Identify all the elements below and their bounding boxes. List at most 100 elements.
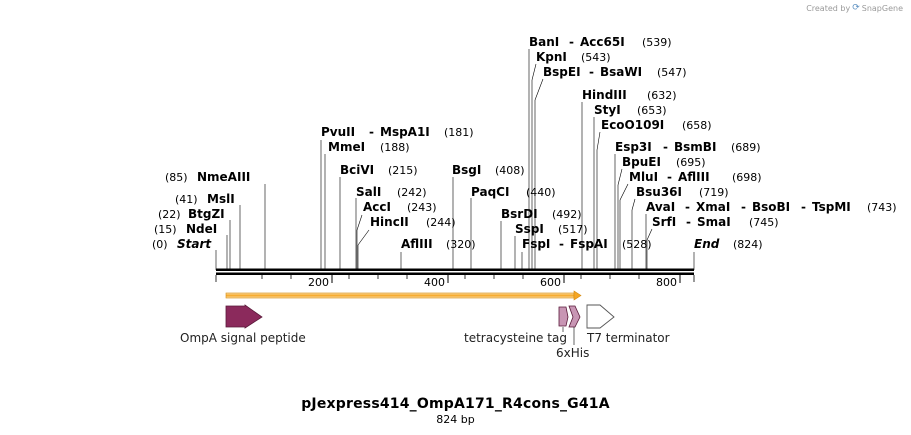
site-ndei[interactable]: NdeI [186, 222, 217, 236]
site-pvuii[interactable]: PvuII [321, 125, 355, 139]
tick-label-400: 400 [424, 276, 445, 289]
snapgene-credit: Created by ⟳ SnapGene [806, 3, 903, 13]
site-acc65i[interactable]: Acc65I [580, 35, 625, 49]
site-srfi-sep: - [686, 215, 691, 229]
site-pos-hincii: (244) [426, 216, 456, 229]
site-mlui-sep: - [667, 170, 672, 184]
site-bpuei[interactable]: BpuEI [622, 155, 661, 169]
site-bsobi[interactable]: BsoBI [752, 200, 790, 214]
site-mlui[interactable]: MluI [629, 170, 658, 184]
site-pos-nmeaiii: (85) [165, 171, 188, 184]
start-label: Start [177, 237, 212, 251]
site-bsawi[interactable]: BsaWI [600, 65, 642, 79]
tick-label-600: 600 [540, 276, 561, 289]
site-bspei[interactable]: BspEI [543, 65, 581, 79]
site-pos-bsgi: (408) [495, 164, 525, 177]
site-bsgi[interactable]: BsgI [452, 163, 481, 177]
site-pos-srfi: (745) [749, 216, 779, 229]
site-pos-sspi: (517) [558, 223, 588, 236]
credit-brand: SnapGene [861, 3, 903, 13]
site-pos-bcivi: (215) [388, 164, 418, 177]
credit-prefix: Created by [806, 3, 851, 13]
site-pos-pvuii: (181) [444, 126, 474, 139]
site-pos-hindiii: (632) [647, 89, 677, 102]
site-fspi-sep: - [559, 237, 564, 251]
site-pos-bsu36i: (719) [699, 186, 729, 199]
site-pos-btgzi: (22) [158, 208, 181, 221]
site-pos-paqci: (440) [526, 186, 556, 199]
site-esp3i[interactable]: Esp3I [615, 140, 652, 154]
tick-label-200: 200 [308, 276, 329, 289]
feature-label-t7: T7 terminator [586, 331, 670, 345]
site-sali[interactable]: SalI [356, 185, 381, 199]
site-pos-styi: (653) [637, 104, 667, 117]
site-avai[interactable]: AvaI [646, 200, 675, 214]
site-mmei[interactable]: MmeI [328, 140, 365, 154]
6xhis-feature[interactable] [568, 305, 581, 328]
site-pos-avai: (743) [867, 201, 897, 214]
site-pvuii-sep: - [369, 125, 374, 139]
site-esp3i-sep: - [663, 140, 668, 154]
site-bsrdi[interactable]: BsrDI [501, 207, 538, 221]
site-bsu36i[interactable]: Bsu36I [636, 185, 682, 199]
site-fspai[interactable]: FspAI [570, 237, 608, 251]
scale-major-ticks [331, 275, 681, 283]
site-pos-bspei: (547) [657, 66, 687, 79]
site-bsmbi[interactable]: BsmBI [674, 140, 716, 154]
site-hindiii[interactable]: HindIII [582, 88, 627, 102]
site-avai-sep2: - [741, 200, 746, 214]
orf-arrow[interactable] [225, 290, 582, 301]
tick-label-800: 800 [656, 276, 677, 289]
feature-label-6xhis: 6xHis [556, 346, 589, 360]
site-afliii-2[interactable]: AflIII [678, 170, 710, 184]
site-hincii[interactable]: HincII [370, 215, 409, 229]
site-btgzi[interactable]: BtgZI [188, 207, 225, 221]
site-pos-esp3i: (689) [731, 141, 761, 154]
t7-terminator-feature[interactable] [586, 304, 615, 329]
end-label: End [694, 237, 720, 251]
plasmid-name: pJexpress414_OmpA171_R4cons_G41A [301, 396, 610, 412]
site-bani-sep: - [569, 35, 574, 49]
site-afliii[interactable]: AflIII [401, 237, 433, 251]
site-pos-mmei: (188) [380, 141, 410, 154]
snapgene-logo-icon: ⟳ [852, 3, 860, 13]
site-avai-sep1: - [685, 200, 690, 214]
site-pos-acci: (243) [407, 201, 437, 214]
feature-label-ompa: OmpA signal peptide [180, 331, 306, 345]
feature-label-tetracysteine: tetracysteine tag [464, 331, 567, 345]
site-pos-msli: (41) [175, 193, 198, 206]
site-pos-start: (0) [152, 238, 168, 251]
site-pos-bpuei: (695) [676, 156, 706, 169]
site-leader-lines [215, 49, 695, 270]
site-smai[interactable]: SmaI [697, 215, 731, 229]
site-nmeaiii[interactable]: NmeAIII [197, 170, 250, 184]
site-ecoo109i[interactable]: EcoO109I [601, 118, 664, 132]
site-pos-bani: (539) [642, 36, 672, 49]
site-srfi[interactable]: SrfI [652, 215, 676, 229]
site-pos-ecoo109i: (658) [682, 119, 712, 132]
tetracysteine-tag-feature[interactable] [558, 306, 569, 327]
site-pos-ndei: (15) [154, 223, 177, 236]
site-bcivi[interactable]: BciVI [340, 163, 374, 177]
site-tspmi[interactable]: TspMI [812, 200, 851, 214]
site-bspei-sep: - [589, 65, 594, 79]
site-msli[interactable]: MslI [207, 192, 235, 206]
site-avai-sep3: - [801, 200, 806, 214]
site-pos-mlui: (698) [732, 171, 762, 184]
ompa-signal-peptide-feature[interactable] [225, 304, 263, 329]
site-sspi[interactable]: SspI [515, 222, 544, 236]
site-pos-fspi: (528) [622, 238, 652, 251]
site-bani[interactable]: BanI [529, 35, 559, 49]
site-styi[interactable]: StyI [594, 103, 621, 117]
site-pos-kpni: (543) [581, 51, 611, 64]
backbone-bottom-strand [216, 272, 694, 275]
site-kpni[interactable]: KpnI [536, 50, 567, 64]
site-fspi[interactable]: FspI [522, 237, 550, 251]
site-acci[interactable]: AccI [363, 200, 391, 214]
backbone-top-strand [216, 268, 694, 271]
site-xmai[interactable]: XmaI [696, 200, 730, 214]
plasmid-length: 824 bp [436, 413, 475, 426]
site-mspa1i[interactable]: MspA1I [380, 125, 430, 139]
site-paqci[interactable]: PaqCI [471, 185, 509, 199]
